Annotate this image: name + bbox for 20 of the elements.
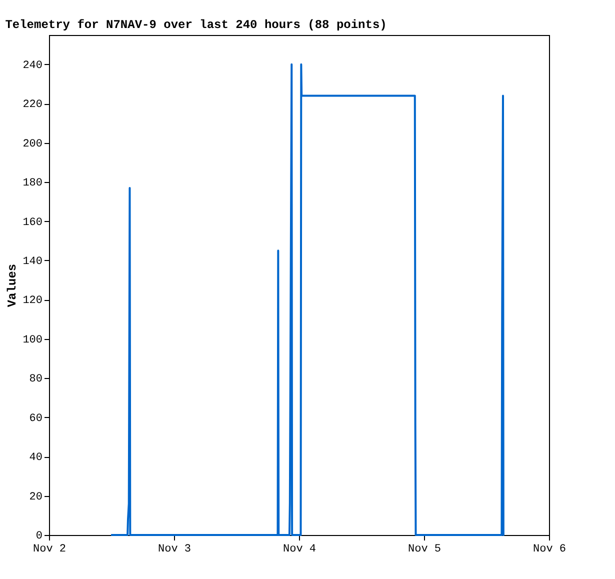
x-tick-label: Nov 2 — [32, 544, 66, 556]
y-tick-label: 60 — [29, 412, 42, 425]
y-tick-label: 100 — [22, 334, 42, 346]
y-tick-label: 20 — [29, 491, 42, 504]
y-tick-label: 200 — [22, 138, 42, 150]
y-tick-label: 120 — [22, 295, 42, 308]
y-tick-label: 220 — [22, 99, 42, 112]
x-tick-label: Nov 3 — [158, 544, 192, 556]
x-tick-label: Nov 4 — [282, 544, 316, 556]
y-tick-label: 160 — [22, 216, 42, 229]
y-tick-label: 180 — [22, 178, 42, 190]
chart-title: Telemetry for N7NAV-9 over last 240 hours (88 points) — [5, 18, 387, 32]
x-tick-label: Nov 6 — [532, 544, 566, 556]
y-tick-label: 140 — [22, 256, 42, 268]
y-tick-label: 0 — [36, 530, 42, 542]
y-tick-label: 80 — [29, 374, 42, 386]
y-axis-title: Values — [6, 264, 20, 308]
y-tick-label: 40 — [29, 452, 42, 464]
x-tick-label: Nov 5 — [408, 544, 442, 556]
y-tick-label: 240 — [22, 60, 42, 72]
